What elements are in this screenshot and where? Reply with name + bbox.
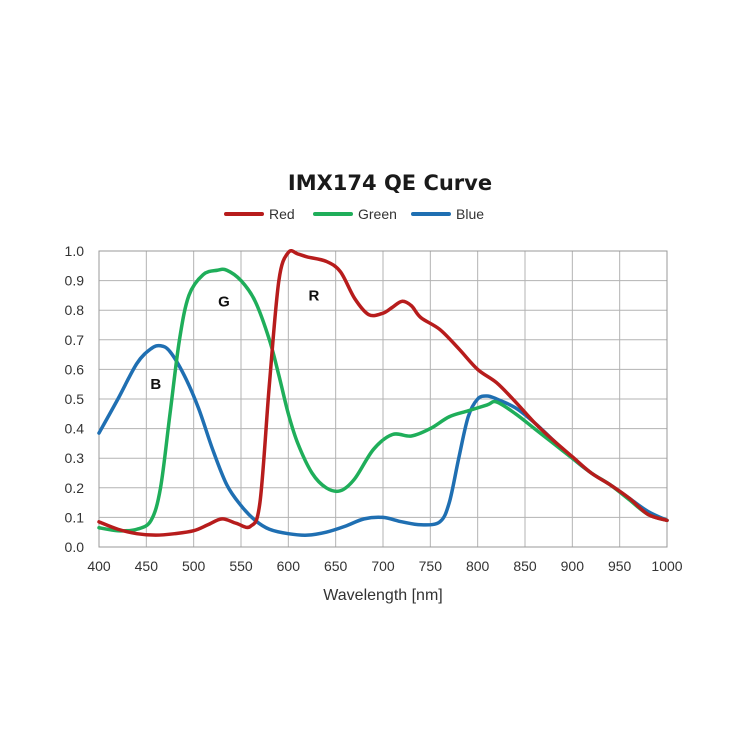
x-tick-label: 550	[229, 558, 253, 574]
y-tick-label: 0.4	[65, 421, 85, 437]
x-axis-label: Wavelength [nm]	[323, 587, 442, 604]
x-tick-label: 950	[608, 558, 632, 574]
y-tick-label: 0.0	[65, 539, 85, 555]
y-axis-ticks: 0.0 0.1 0.2 0.3 0.4 0.5 0.6 0.7 0.8 0.9 1.0	[65, 243, 85, 555]
legend-label-green: Green	[358, 206, 397, 222]
x-tick-label: 650	[324, 558, 348, 574]
y-tick-label: 0.8	[65, 302, 85, 318]
series-line-red	[97, 248, 669, 537]
x-tick-label: 400	[87, 558, 111, 574]
x-tick-label: 600	[277, 558, 301, 574]
x-tick-label: 750	[419, 558, 443, 574]
x-tick-label: 900	[561, 558, 585, 574]
legend-label-blue: Blue	[456, 206, 484, 222]
x-axis-ticks: 400 450 500 550 600 650 700 750 800 850 900 950 1000	[87, 558, 682, 574]
annotation-b: B	[150, 376, 161, 393]
x-tick-label: 800	[466, 558, 490, 574]
plot-frame	[98, 250, 668, 548]
y-tick-label: 1.0	[65, 243, 85, 259]
y-tick-label: 0.6	[65, 361, 85, 377]
y-tick-label: 0.2	[65, 480, 85, 496]
x-tick-label: 500	[182, 558, 206, 574]
y-tick-label: 0.5	[65, 391, 85, 407]
grid	[98, 250, 668, 548]
annotations: G R B	[150, 287, 319, 393]
legend: Red Green Blue	[224, 206, 484, 222]
y-tick-label: 0.9	[65, 273, 85, 289]
series-line-green	[97, 267, 669, 533]
annotation-g: G	[218, 293, 230, 310]
annotation-r: R	[308, 287, 319, 304]
y-tick-label: 0.1	[65, 509, 85, 525]
x-tick-label: 850	[513, 558, 537, 574]
chart-title: IMX174 QE Curve	[288, 171, 492, 195]
x-tick-label: 1000	[651, 558, 682, 574]
series-lines	[97, 248, 669, 537]
x-tick-label: 450	[135, 558, 159, 574]
y-tick-label: 0.7	[65, 332, 85, 348]
y-tick-label: 0.3	[65, 450, 85, 466]
x-tick-label: 700	[371, 558, 395, 574]
legend-label-red: Red	[269, 206, 295, 222]
